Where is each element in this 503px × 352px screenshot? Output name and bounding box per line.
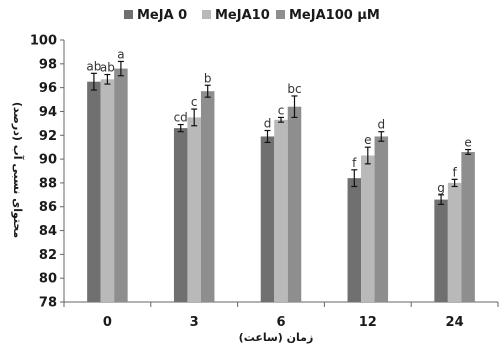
bars-group [87, 68, 475, 302]
bar [100, 79, 115, 302]
legend-label: MeJA100 µM [289, 8, 380, 23]
y-tick-label: 80 [39, 272, 57, 287]
significance-letter: d [377, 118, 385, 132]
bar [114, 68, 128, 302]
significance-letter: b [204, 71, 212, 85]
bar [87, 81, 101, 302]
legend-swatch [276, 10, 285, 19]
significance-letter: a [117, 47, 124, 61]
bar [187, 117, 201, 302]
bar [260, 136, 275, 302]
bar [447, 182, 462, 302]
y-tick-label: 82 [39, 248, 57, 263]
significance-letter: bc [287, 82, 301, 96]
bar [434, 199, 448, 302]
legend-label: MeJA 0 [137, 8, 187, 23]
significance-letter: d [264, 117, 272, 131]
x-tick-label: 12 [359, 315, 377, 330]
y-axis-title: محتوای نسبی آب (درصد) [11, 102, 25, 238]
significance-letter: c [278, 103, 285, 117]
legend-swatch [202, 10, 211, 19]
legend: MeJA 0 MeJA10 MeJA100 µM [124, 8, 380, 23]
legend-label: MeJA10 [215, 8, 270, 23]
bar [374, 136, 389, 302]
x-tick-label: 6 [276, 315, 285, 330]
significance-letter: ab [100, 61, 115, 75]
significance-letter: f [352, 156, 357, 170]
y-tick-label: 86 [39, 200, 57, 215]
significance-letter: cd [174, 111, 188, 125]
significance-letter: ab [86, 59, 101, 73]
bar [461, 151, 475, 302]
y-axis: 78 80 82 84 86 88 90 92 94 96 98 100 [30, 34, 65, 311]
y-tick-label: 94 [39, 105, 57, 120]
bar [274, 119, 288, 302]
significance-letter: g [437, 181, 445, 195]
x-axis-title: زمان (ساعت) [239, 331, 314, 344]
bar [347, 178, 362, 302]
y-tick-label: 84 [39, 224, 57, 239]
significance-letter: e [464, 136, 471, 150]
y-tick-label: 78 [39, 296, 57, 311]
x-tick-label: 0 [103, 315, 112, 330]
y-tick-label: 100 [30, 34, 57, 49]
significance-letter: c [191, 95, 198, 109]
x-axis: 0 3 6 12 24 [63, 301, 499, 330]
bar [173, 128, 188, 302]
y-tick-label: 96 [39, 81, 57, 96]
error-bars-group [90, 60, 472, 205]
legend-swatch [124, 10, 133, 19]
y-tick-label: 92 [39, 129, 57, 144]
y-tick-label: 98 [39, 57, 57, 72]
bar [200, 91, 215, 302]
y-tick-label: 88 [39, 176, 57, 191]
significance-letter: e [364, 133, 371, 147]
bar [287, 106, 302, 302]
significance-letter: f [452, 165, 457, 179]
x-tick-label: 3 [190, 315, 199, 330]
x-tick-label: 24 [446, 315, 464, 330]
y-tick-label: 90 [39, 153, 57, 168]
bar [361, 155, 375, 302]
